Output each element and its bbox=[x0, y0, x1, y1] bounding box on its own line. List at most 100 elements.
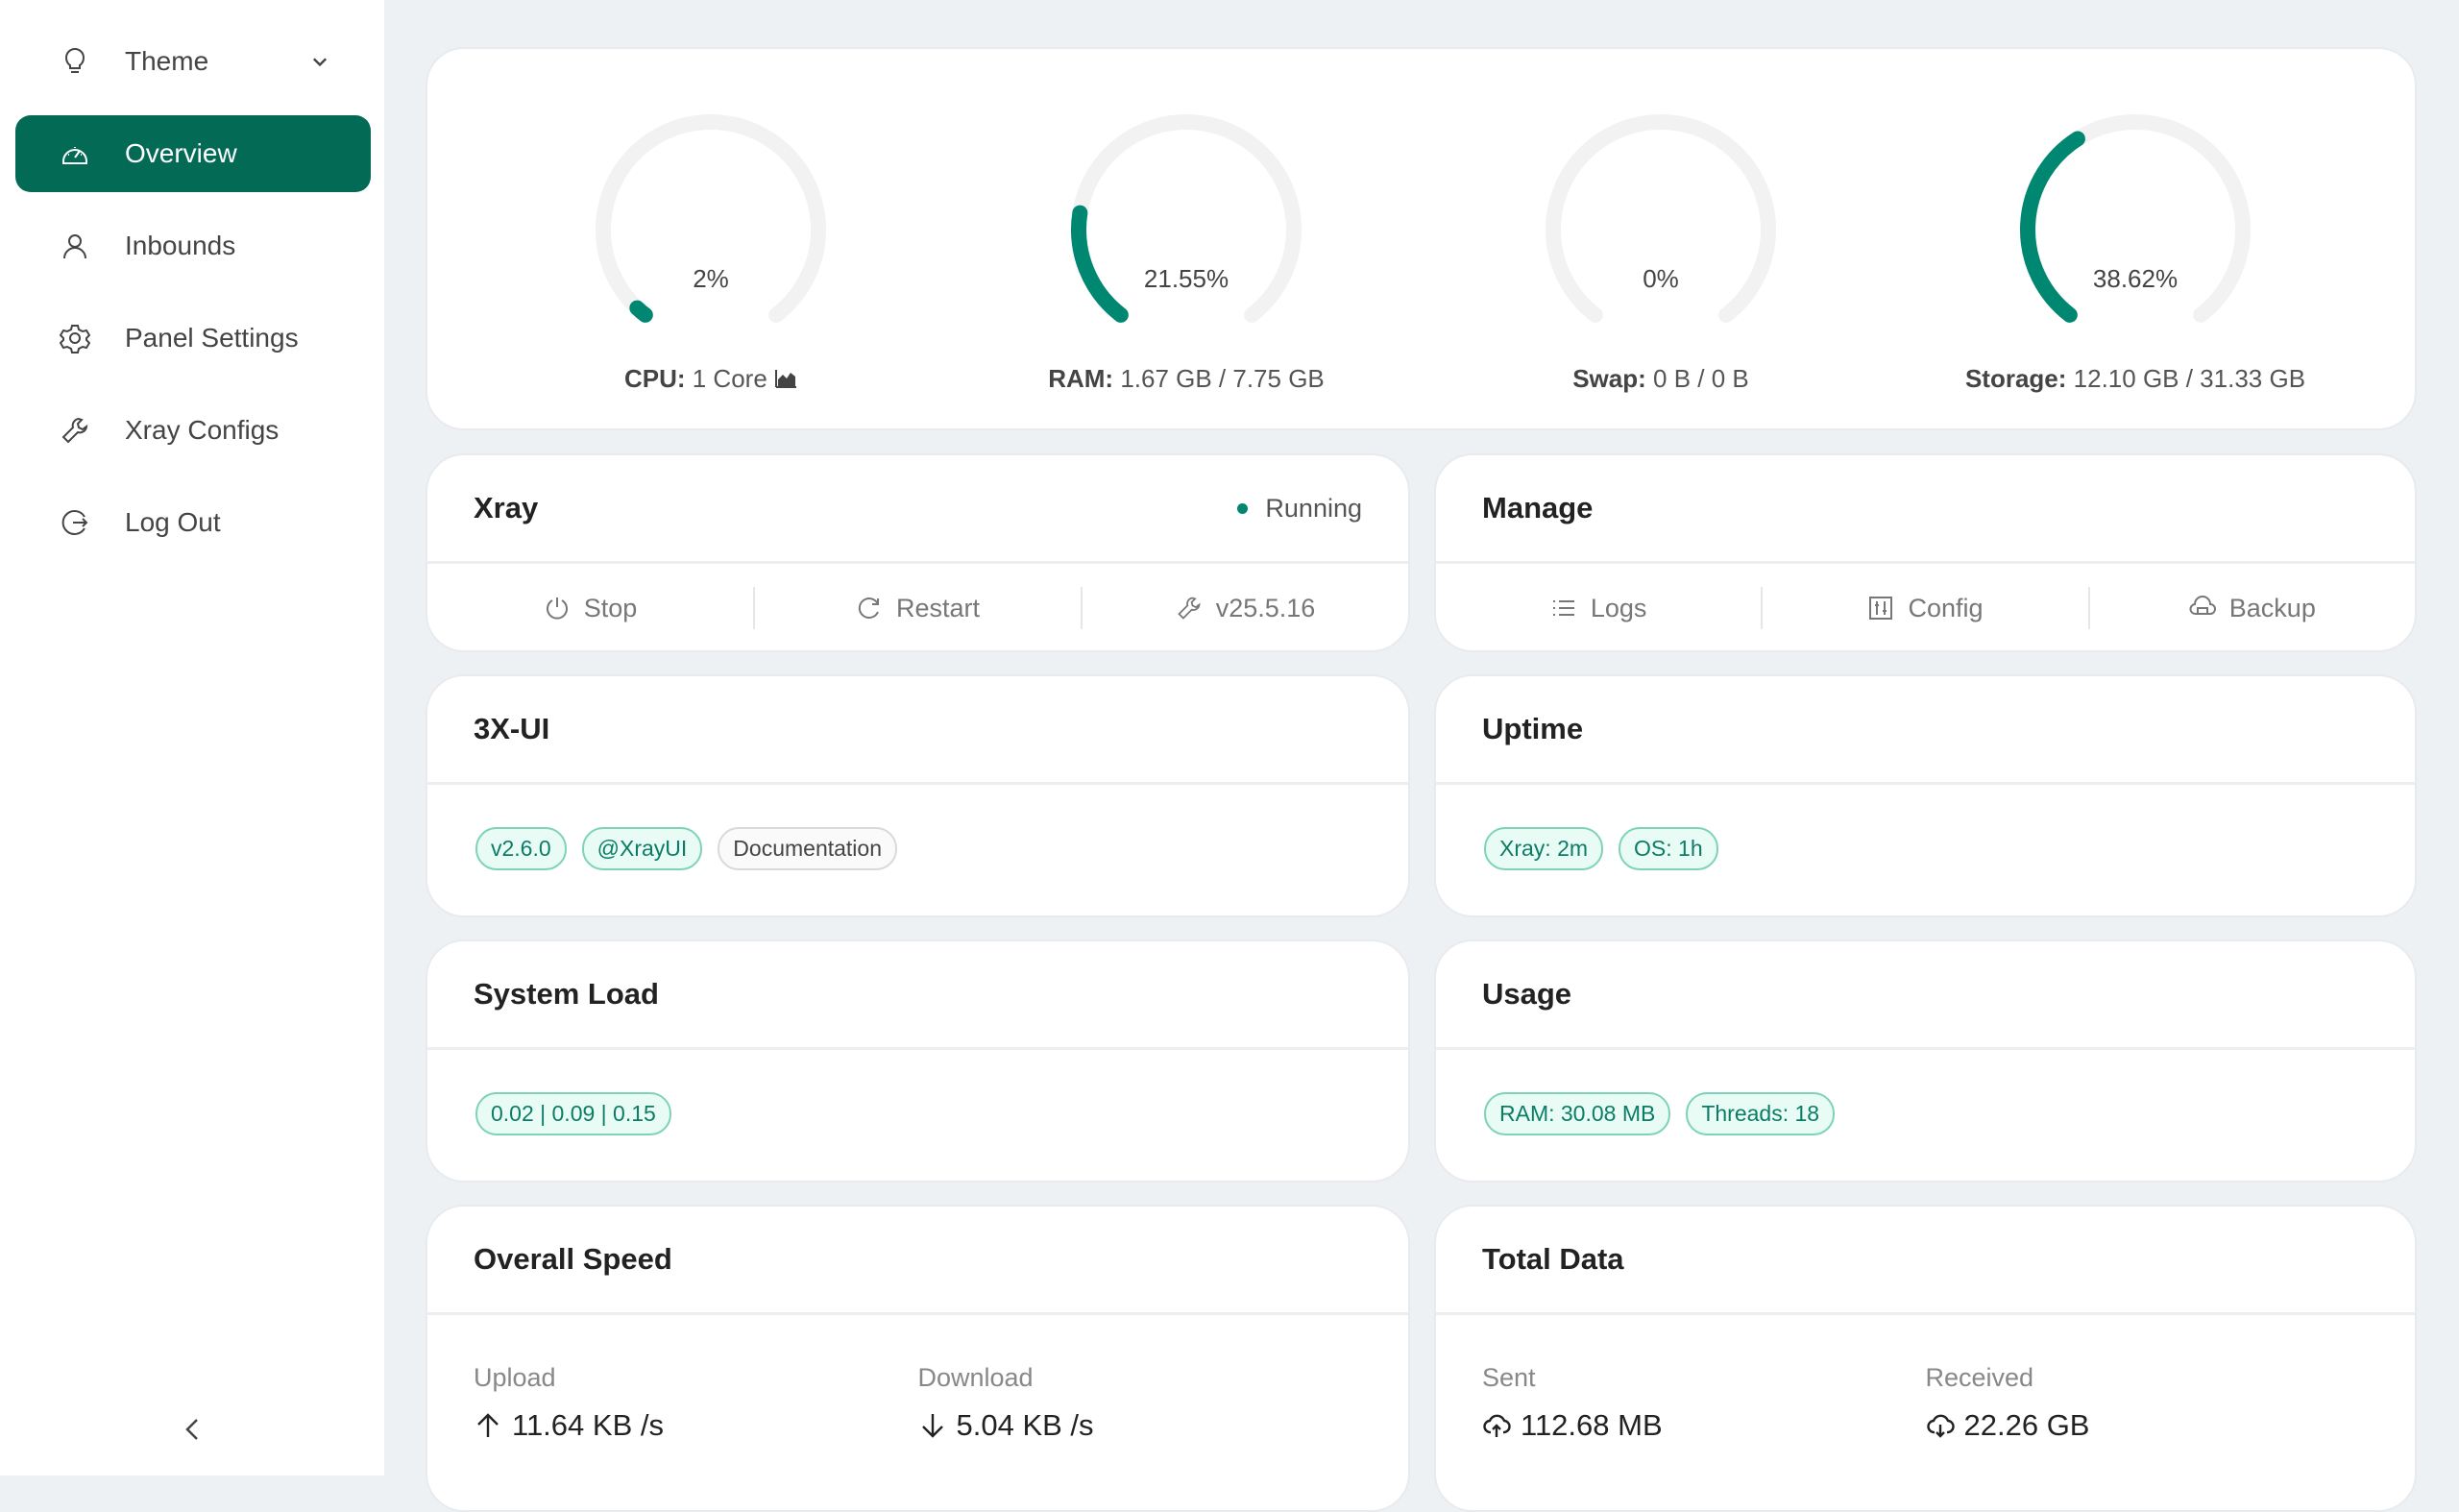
card-title: Total Data bbox=[1482, 1242, 1624, 1276]
card-title: Usage bbox=[1482, 977, 1572, 1011]
button-label: Restart bbox=[895, 593, 981, 622]
status-text: Running bbox=[1265, 493, 1362, 523]
system-load-card: System Load 0.02 | 0.09 | 0.15 bbox=[426, 939, 1410, 1183]
cloud-download-icon bbox=[1926, 1414, 1955, 1438]
uptime-card: Uptime Xray: 2m OS: 1h bbox=[1434, 674, 2417, 917]
documentation-tag[interactable]: Documentation bbox=[718, 827, 897, 870]
sidebar-item-theme[interactable]: Theme bbox=[15, 23, 371, 100]
system-status-card: 2% CPU: 1 Core 21.55% RAM: 1.67 GB / 7.7… bbox=[426, 47, 2417, 430]
gauge-label: RAM: 1.67 GB / 7.75 GB bbox=[985, 364, 1388, 394]
gauge-label-value: 0 B / 0 B bbox=[1653, 364, 1749, 393]
control-icon bbox=[1869, 597, 1893, 620]
button-label: Stop bbox=[583, 593, 638, 622]
gauge-cpu: 2% CPU: 1 Core bbox=[509, 107, 913, 394]
download-label: Download bbox=[917, 1363, 1034, 1392]
sidebar-item-log-out[interactable]: Log Out bbox=[15, 484, 371, 561]
gauge-label-key: Storage: bbox=[1964, 364, 2067, 393]
xray-card: Xray Running Stop Restart v25.5.16 bbox=[426, 453, 1410, 652]
restart-button[interactable]: Restart bbox=[755, 587, 1083, 629]
arrow-up-icon bbox=[477, 1413, 499, 1437]
area-chart-icon[interactable] bbox=[774, 368, 797, 389]
cloud-upload-icon bbox=[1483, 1414, 1511, 1437]
gear-icon bbox=[60, 325, 90, 354]
sent-label: Sent bbox=[1482, 1363, 1536, 1392]
backup-button[interactable]: Backup bbox=[2090, 587, 2415, 629]
gauge-label-value: 1.67 GB / 7.75 GB bbox=[1120, 364, 1325, 393]
telegram-tag[interactable]: @XrayUI bbox=[581, 827, 703, 870]
card-title: Xray bbox=[474, 491, 539, 524]
sidebar-item-inbounds[interactable]: Inbounds bbox=[15, 207, 371, 284]
manage-card: Manage Logs Config Backup bbox=[1434, 453, 2417, 652]
cloud-server-icon bbox=[2189, 596, 2216, 615]
gauge-value: 2% bbox=[693, 264, 729, 293]
sidebar-item-label: Inbounds bbox=[125, 231, 236, 260]
ram-usage-tag: RAM: 30.08 MB bbox=[1484, 1092, 1671, 1135]
gauge-value: 38.62% bbox=[2092, 264, 2179, 293]
gauge-label-key: CPU: bbox=[623, 364, 686, 393]
sidebar: Theme Overview Inbounds Panel Settings X… bbox=[0, 0, 384, 1475]
bulb-icon bbox=[64, 48, 85, 73]
gauge-fill bbox=[2020, 131, 2085, 323]
gauge-label: CPU: 1 Core bbox=[509, 364, 913, 394]
power-icon bbox=[546, 597, 568, 620]
gauge-label: Swap: 0 B / 0 B bbox=[1459, 364, 1863, 394]
button-label: v25.5.16 bbox=[1215, 593, 1316, 622]
os-uptime-tag: OS: 1h bbox=[1619, 827, 1718, 870]
received-label: Received bbox=[1925, 1363, 2034, 1392]
gauge-track bbox=[596, 114, 826, 323]
gauge-value: 0% bbox=[1643, 264, 1679, 293]
xray-version-button[interactable]: v25.5.16 bbox=[1083, 587, 1408, 629]
status-badge: Running bbox=[1237, 494, 1362, 524]
sidebar-item-label: Theme bbox=[125, 46, 209, 76]
gauge-value: 21.55% bbox=[1143, 264, 1230, 293]
card-title: Uptime bbox=[1482, 712, 1584, 745]
upload-value: 11.64 KB /s bbox=[512, 1408, 664, 1442]
gauge-track bbox=[1546, 114, 1776, 323]
gauge-label-value: 1 Core bbox=[692, 364, 767, 393]
collapse-sidebar-icon[interactable] bbox=[177, 1412, 207, 1447]
card-title: Manage bbox=[1482, 491, 1594, 524]
config-button[interactable]: Config bbox=[1763, 587, 2090, 629]
panel-info-card: 3X-UI v2.6.0 @XrayUI Documentation bbox=[426, 674, 1410, 917]
load-tag: 0.02 | 0.09 | 0.15 bbox=[475, 1092, 671, 1135]
user-icon bbox=[63, 234, 86, 259]
sidebar-item-overview[interactable]: Overview bbox=[15, 115, 371, 192]
button-label: Logs bbox=[1590, 593, 1647, 622]
stop-button[interactable]: Stop bbox=[427, 587, 755, 629]
button-label: Backup bbox=[2228, 593, 2316, 622]
sent-value: 112.68 MB bbox=[1521, 1408, 1663, 1442]
status-dot bbox=[1237, 502, 1249, 514]
gauge-ram: 21.55% RAM: 1.67 GB / 7.75 GB bbox=[985, 107, 1388, 394]
xray-uptime-tag: Xray: 2m bbox=[1484, 827, 1604, 870]
overall-speed-card: Overall Speed Upload 11.64 KB /s Download… bbox=[426, 1205, 1410, 1512]
sidebar-item-xray-configs[interactable]: Xray Configs bbox=[15, 392, 371, 469]
total-data-card: Total Data Sent 112.68 MB Received 22.26 G… bbox=[1434, 1205, 2417, 1512]
dashboard-icon bbox=[62, 147, 87, 164]
card-title: Overall Speed bbox=[474, 1242, 672, 1276]
gauge-label-value: 12.10 GB / 31.33 GB bbox=[2073, 364, 2306, 393]
arrow-down-icon bbox=[921, 1414, 943, 1438]
wrench-icon bbox=[61, 417, 88, 444]
upload-label: Upload bbox=[474, 1363, 556, 1392]
card-title: 3X-UI bbox=[474, 712, 550, 745]
sidebar-item-label: Panel Settings bbox=[125, 323, 299, 353]
logs-button[interactable]: Logs bbox=[1436, 587, 1764, 629]
list-icon bbox=[1552, 600, 1574, 616]
chevron-down-icon bbox=[312, 58, 328, 67]
sidebar-item-label: Log Out bbox=[125, 507, 221, 537]
version-tag[interactable]: v2.6.0 bbox=[475, 827, 567, 870]
wrench-icon bbox=[1177, 597, 1201, 620]
gauge-storage: 38.62% Storage: 12.10 GB / 31.33 GB bbox=[1934, 107, 2337, 394]
gauge-fill bbox=[629, 300, 653, 323]
usage-card: Usage RAM: 30.08 MB Threads: 18 bbox=[1434, 939, 2417, 1183]
gauge-fill bbox=[1071, 205, 1129, 323]
gauge-label-key: Swap: bbox=[1572, 364, 1646, 393]
received-value: 22.26 GB bbox=[1963, 1408, 2090, 1442]
download-value: 5.04 KB /s bbox=[956, 1408, 1094, 1442]
sidebar-item-label: Xray Configs bbox=[125, 415, 280, 445]
button-label: Config bbox=[1908, 593, 1984, 622]
card-title: System Load bbox=[474, 977, 659, 1011]
reload-icon bbox=[858, 597, 879, 619]
gauge-swap: 0% Swap: 0 B / 0 B bbox=[1459, 107, 1863, 394]
sidebar-item-panel-settings[interactable]: Panel Settings bbox=[15, 300, 371, 377]
